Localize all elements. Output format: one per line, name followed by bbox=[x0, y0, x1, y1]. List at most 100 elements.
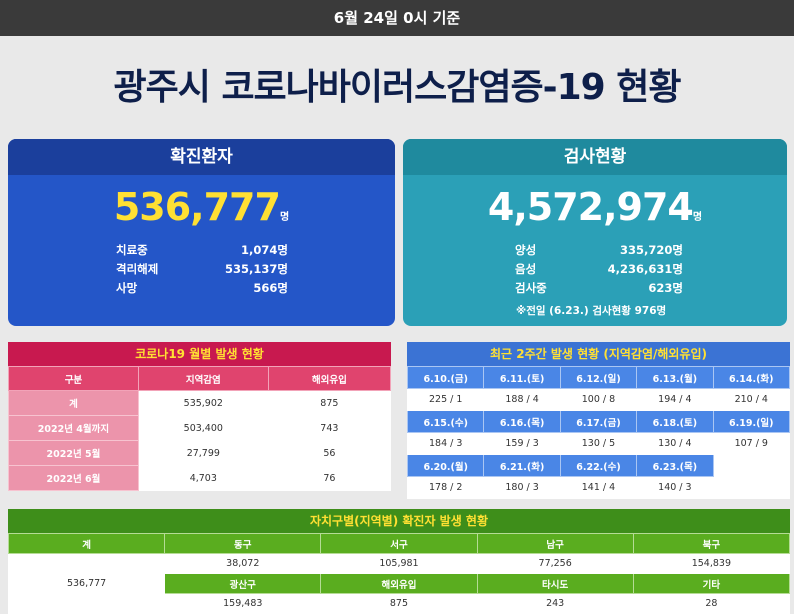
value-row: 225 / 1 188 / 4 100 / 8 194 / 4 210 / 4 bbox=[406, 388, 791, 411]
tests-total: 4,572,974명 bbox=[403, 185, 787, 235]
row-label: 2022년 6월 bbox=[8, 465, 139, 491]
value-cell: 130 / 4 bbox=[636, 432, 714, 455]
district-value-row: 159,483 875 243 28 bbox=[9, 593, 791, 614]
date-cell: 6.21.(화) bbox=[483, 454, 561, 477]
value-row: 178 / 2 180 / 3 141 / 4 140 / 3 bbox=[406, 476, 791, 499]
value-cell: 100 / 8 bbox=[559, 388, 638, 411]
confirmed-total-unit: 명 bbox=[279, 212, 290, 223]
date-cell: 6.20.(월) bbox=[406, 454, 485, 477]
weekly-heading: 최근 2주간 발생 현황 (지역감염/해외유입) bbox=[407, 342, 790, 366]
value-cell: 159 / 3 bbox=[483, 432, 561, 455]
cell: 76 bbox=[267, 465, 392, 491]
value-cell: 194 / 4 bbox=[636, 388, 714, 411]
stat-negative: 음성 4,236,631명 bbox=[515, 260, 683, 278]
district-label: 타시도 bbox=[476, 573, 634, 594]
date-cell: 6.19.(일) bbox=[712, 410, 791, 433]
tests-note: ※전일 (6.23.) 검사현황 976명 bbox=[516, 305, 667, 317]
table-row: 계 535,902 875 bbox=[8, 390, 392, 416]
table-row: 2022년 5월 27,799 56 bbox=[8, 440, 392, 466]
stat-value: 335,720명 bbox=[620, 243, 683, 257]
stat-label: 치료중 bbox=[116, 243, 148, 257]
stat-value: 566명 bbox=[253, 281, 288, 295]
district-table: 계 동구 서구 남구 북구 536,777 38,072 105,981 77,… bbox=[7, 533, 791, 614]
district-label-row: 계 동구 서구 남구 북구 bbox=[7, 533, 791, 554]
table-row: 2022년 4월까지 503,400 743 bbox=[8, 415, 392, 441]
cell: 875 bbox=[267, 390, 392, 416]
table-header-row: 구분 지역감염 해외유입 bbox=[8, 366, 392, 391]
date-cell: 6.10.(금) bbox=[406, 366, 485, 389]
district-label: 서구 bbox=[320, 533, 478, 554]
value-cell: 225 / 1 bbox=[406, 388, 485, 411]
district-value: 77,256 bbox=[476, 553, 634, 574]
district-label: 광산구 bbox=[164, 573, 322, 594]
stat-testing: 검사중 623명 bbox=[515, 279, 683, 297]
value-cell: 140 / 3 bbox=[636, 476, 714, 499]
row-label: 계 bbox=[8, 390, 139, 416]
table-row: 2022년 6월 4,703 76 bbox=[8, 465, 392, 491]
stat-positive: 양성 335,720명 bbox=[515, 241, 683, 259]
value-cell: 130 / 5 bbox=[559, 432, 638, 455]
date-cell: 6.18.(토) bbox=[636, 410, 714, 433]
stat-value: 623명 bbox=[648, 281, 683, 295]
district-label: 북구 bbox=[632, 533, 791, 554]
stat-released: 격리해제 535,137명 bbox=[116, 260, 288, 278]
weekly-table: 6.10.(금) 6.11.(토) 6.12.(일) 6.13.(월) 6.14… bbox=[406, 366, 791, 499]
value-cell: 141 / 4 bbox=[559, 476, 638, 499]
column-header: 해외유입 bbox=[267, 366, 392, 391]
stat-value: 535,137명 bbox=[225, 262, 288, 276]
date-banner: 6월 24일 0시 기준 bbox=[0, 0, 794, 36]
stat-value: 4,236,631명 bbox=[607, 262, 683, 276]
column-header: 구분 bbox=[8, 366, 139, 391]
stat-label: 사망 bbox=[116, 281, 138, 295]
confirmed-card: 확진환자 536,777명 치료중 1,074명 격리해제 535,137명 사… bbox=[8, 139, 395, 326]
district-value: 28 bbox=[632, 593, 791, 614]
row-label: 2022년 5월 bbox=[8, 440, 139, 466]
stat-label: 격리해제 bbox=[116, 262, 159, 276]
date-cell: 6.17.(금) bbox=[559, 410, 638, 433]
district-value-row: 536,777 38,072 105,981 77,256 154,839 bbox=[7, 553, 791, 614]
district-label: 기타 bbox=[632, 573, 791, 594]
value-cell: 178 / 2 bbox=[406, 476, 485, 499]
stat-label: 양성 bbox=[515, 243, 537, 257]
value-row: 184 / 3 159 / 3 130 / 5 130 / 4 107 / 9 bbox=[406, 432, 791, 455]
tests-card: 검사현황 4,572,974명 양성 335,720명 음성 4,236,631… bbox=[403, 139, 787, 326]
cell: 27,799 bbox=[137, 440, 269, 466]
district-heading: 자치구별(지역별) 확진자 발생 현황 bbox=[8, 509, 790, 533]
district-label: 동구 bbox=[164, 533, 322, 554]
confirmed-heading: 확진환자 bbox=[8, 139, 395, 175]
tests-total-unit: 명 bbox=[692, 212, 703, 223]
district-value: 38,072 bbox=[164, 553, 322, 574]
date-cell: 6.22.(수) bbox=[559, 454, 638, 477]
column-header: 지역감염 bbox=[137, 366, 269, 391]
cell: 503,400 bbox=[137, 415, 269, 441]
date-cell: 6.14.(화) bbox=[712, 366, 791, 389]
stat-treating: 치료중 1,074명 bbox=[116, 241, 288, 259]
cell: 4,703 bbox=[137, 465, 269, 491]
district-value: 159,483 bbox=[164, 593, 322, 614]
stat-value: 1,074명 bbox=[241, 243, 288, 257]
value-cell: 180 / 3 bbox=[483, 476, 561, 499]
cell: 535,902 bbox=[137, 390, 269, 416]
district-value: 105,981 bbox=[320, 553, 478, 574]
page-title: 광주시 코로나바이러스감염증-19 현황 bbox=[113, 67, 682, 108]
date-cell: 6.11.(토) bbox=[483, 366, 561, 389]
date-cell: 6.16.(목) bbox=[483, 410, 561, 433]
total-label: 계 bbox=[7, 533, 166, 554]
district-label: 남구 bbox=[476, 533, 634, 554]
tests-total-value: 4,572,974 bbox=[487, 185, 694, 229]
date-cell: 6.12.(일) bbox=[559, 366, 638, 389]
total-value: 536,777 bbox=[7, 553, 166, 614]
date-cell: 6.15.(수) bbox=[406, 410, 485, 433]
confirmed-total: 536,777명 bbox=[8, 185, 395, 235]
value-cell: 188 / 4 bbox=[483, 388, 561, 411]
empty-cell bbox=[712, 454, 791, 477]
stat-label: 음성 bbox=[515, 262, 537, 276]
monthly-heading: 코로나19 월별 발생 현황 bbox=[8, 342, 391, 366]
confirmed-total-value: 536,777 bbox=[113, 185, 281, 229]
cell: 56 bbox=[267, 440, 392, 466]
monthly-table: 구분 지역감염 해외유입 계 535,902 875 2022년 4월까지 50… bbox=[8, 366, 392, 491]
cell: 743 bbox=[267, 415, 392, 441]
stat-label: 검사중 bbox=[515, 281, 547, 295]
row-label: 2022년 4월까지 bbox=[8, 415, 139, 441]
district-value: 243 bbox=[476, 593, 634, 614]
